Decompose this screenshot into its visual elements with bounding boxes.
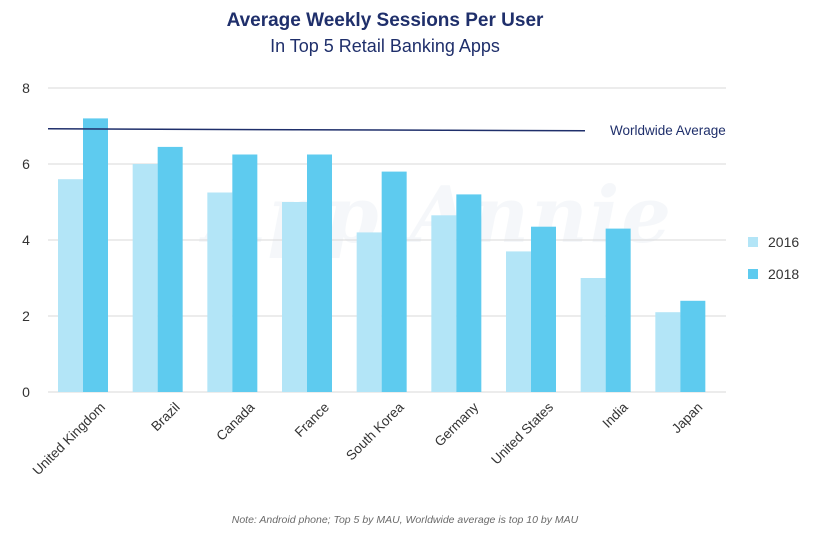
bar-united-kingdom-2018 <box>83 118 108 393</box>
legend-label-2016: 2016 <box>768 234 800 250</box>
worldwide-average-line <box>47 128 586 132</box>
x-tick-label-japan: Japan <box>669 400 706 437</box>
x-tick-label-india: India <box>599 399 631 431</box>
y-tick-label-4: 4 <box>22 232 30 248</box>
bar-united-kingdom-2016 <box>58 179 83 392</box>
chart-note: Note: Android phone; Top 5 by MAU, World… <box>231 514 579 526</box>
legend-swatch-2018 <box>748 269 758 279</box>
legend-item-2018: 2018 <box>748 265 799 283</box>
bar-japan-2016 <box>655 312 681 392</box>
y-tick-label-0: 0 <box>22 384 30 400</box>
bar-brazil-2018 <box>157 146 183 392</box>
x-tick-label-germany: Germany <box>432 399 482 449</box>
chart-title: Average Weekly Sessions Per User <box>226 10 544 31</box>
x-tick-label-south-korea: South Korea <box>343 399 407 463</box>
chart-subtitle: In Top 5 Retail Banking Apps <box>270 36 500 56</box>
legend-swatch-2016 <box>748 237 758 247</box>
bar-france-2016 <box>282 202 307 392</box>
y-tick-label-2: 2 <box>22 308 30 324</box>
bar-france-2018 <box>307 154 332 392</box>
bar-brazil-2016 <box>132 164 158 392</box>
legend-label-2018: 2018 <box>768 266 800 282</box>
bar-united-states-2018 <box>531 226 556 392</box>
legend-item-2016: 2016 <box>748 233 799 251</box>
bar-south-korea-2018 <box>381 171 407 392</box>
y-tick-label-6: 6 <box>22 156 30 172</box>
worldwide-average-label: Worldwide Average <box>610 123 726 138</box>
x-tick-label-brazil: Brazil <box>148 400 182 434</box>
bar-japan-2018 <box>680 300 706 392</box>
x-tick-label-united-kingdom: United Kingdom <box>30 400 109 479</box>
bar-canada-2018 <box>232 154 258 392</box>
bar-united-states-2016 <box>506 251 531 392</box>
bar-germany-2016 <box>431 215 457 392</box>
x-tick-label-canada: Canada <box>213 399 257 443</box>
bar-germany-2018 <box>456 194 482 392</box>
bar-india-2018 <box>605 228 631 392</box>
bar-canada-2016 <box>207 192 233 392</box>
bar-south-korea-2016 <box>356 232 382 392</box>
x-tick-label-france: France <box>292 400 332 440</box>
bar-india-2016 <box>580 278 606 392</box>
x-tick-label-united-states: United States <box>488 399 556 467</box>
y-tick-label-8: 8 <box>22 80 30 96</box>
legend: 2016 2018 <box>748 233 799 297</box>
